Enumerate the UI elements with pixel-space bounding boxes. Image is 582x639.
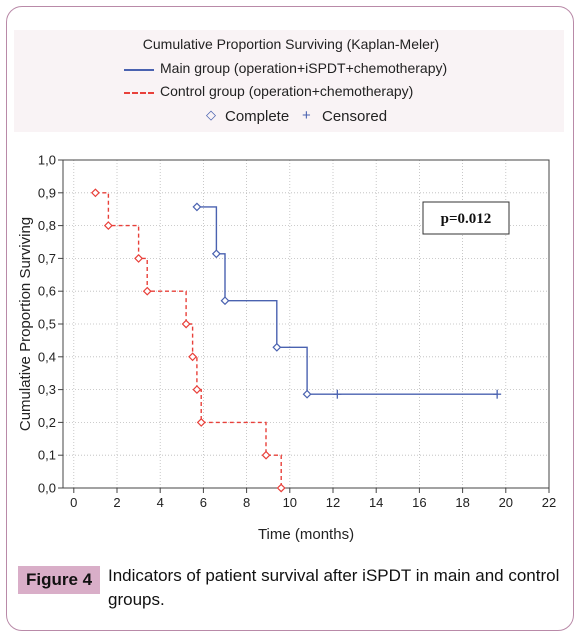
complete-marker bbox=[220, 296, 230, 306]
complete-marker bbox=[142, 286, 152, 296]
x-tick-label: 12 bbox=[326, 495, 340, 510]
legend-main-line bbox=[124, 69, 154, 71]
y-tick-label: 0,0 bbox=[38, 481, 56, 496]
chart-title: Cumulative Proportion Surviving (Kaplan-… bbox=[142, 36, 440, 52]
legend-main-label: Main group (operation+iSPDT+chemotherapy… bbox=[160, 60, 448, 76]
legend-censored-icon: + bbox=[302, 107, 311, 124]
y-tick-label: 0,7 bbox=[38, 251, 56, 266]
complete-marker bbox=[276, 483, 286, 493]
km-chart: 0 2 4 6 8 10 12 14 16 18 20 22 0,0 0,1 0,2 0,3 0,4 0,5 0,6… bbox=[17, 153, 556, 544]
y-tick-label: 0,8 bbox=[38, 218, 56, 233]
y-tick-label: 0,9 bbox=[38, 185, 56, 200]
figure-label: Figure 4 bbox=[18, 566, 101, 594]
x-tick-label: 18 bbox=[455, 495, 469, 510]
complete-marker bbox=[261, 450, 271, 460]
p-value-label: p=0.012 bbox=[441, 211, 492, 227]
caption-text: Indicators of patient survival after iSP… bbox=[108, 566, 560, 609]
complete-marker bbox=[192, 202, 202, 212]
complete-marker bbox=[181, 319, 191, 329]
x-tick-label: 2 bbox=[113, 495, 120, 510]
x-tick-label: 0 bbox=[70, 495, 77, 510]
legend-control-line bbox=[124, 92, 154, 94]
x-tick-label: 20 bbox=[499, 495, 513, 510]
x-tick-label: 22 bbox=[542, 495, 556, 510]
x-tick-label: 8 bbox=[243, 495, 250, 510]
legend-panel bbox=[14, 30, 564, 132]
legend-control-label: Control group (operation+chemotherapy) bbox=[160, 83, 414, 99]
complete-marker bbox=[90, 188, 100, 198]
legend-censored-label: Censored bbox=[322, 108, 388, 125]
complete-marker bbox=[134, 253, 144, 263]
x-axis-label: Time (months) bbox=[258, 526, 354, 543]
legend-complete-icon: ◇ bbox=[206, 107, 216, 122]
y-tick-label: 1,0 bbox=[38, 153, 56, 168]
y-tick-label: 0,3 bbox=[38, 382, 56, 397]
complete-marker bbox=[302, 389, 312, 399]
x-tick-label: 10 bbox=[283, 495, 297, 510]
y-tick-label: 0,5 bbox=[38, 317, 56, 332]
y-tick-label: 0,6 bbox=[38, 284, 56, 299]
x-tick-label: 6 bbox=[200, 495, 207, 510]
complete-marker bbox=[103, 221, 113, 231]
x-tick-label: 14 bbox=[369, 495, 383, 510]
y-tick-label: 0,1 bbox=[38, 448, 56, 463]
control-group-curve bbox=[95, 192, 282, 488]
y-tick-label: 0,4 bbox=[38, 349, 56, 364]
x-tick-label: 16 bbox=[412, 495, 426, 510]
legend-complete-label: Complete bbox=[225, 108, 290, 125]
y-axis-label: Cumulative Proportion Surviving bbox=[17, 217, 34, 431]
main-group-curve bbox=[196, 206, 498, 395]
y-tick-label: 0,2 bbox=[38, 415, 56, 430]
complete-marker bbox=[196, 417, 206, 427]
complete-marker bbox=[272, 342, 282, 352]
complete-marker bbox=[188, 352, 198, 362]
complete-marker bbox=[211, 249, 221, 259]
complete-marker bbox=[192, 385, 202, 395]
p-value-box bbox=[422, 201, 510, 235]
x-tick-label: 4 bbox=[157, 495, 164, 510]
